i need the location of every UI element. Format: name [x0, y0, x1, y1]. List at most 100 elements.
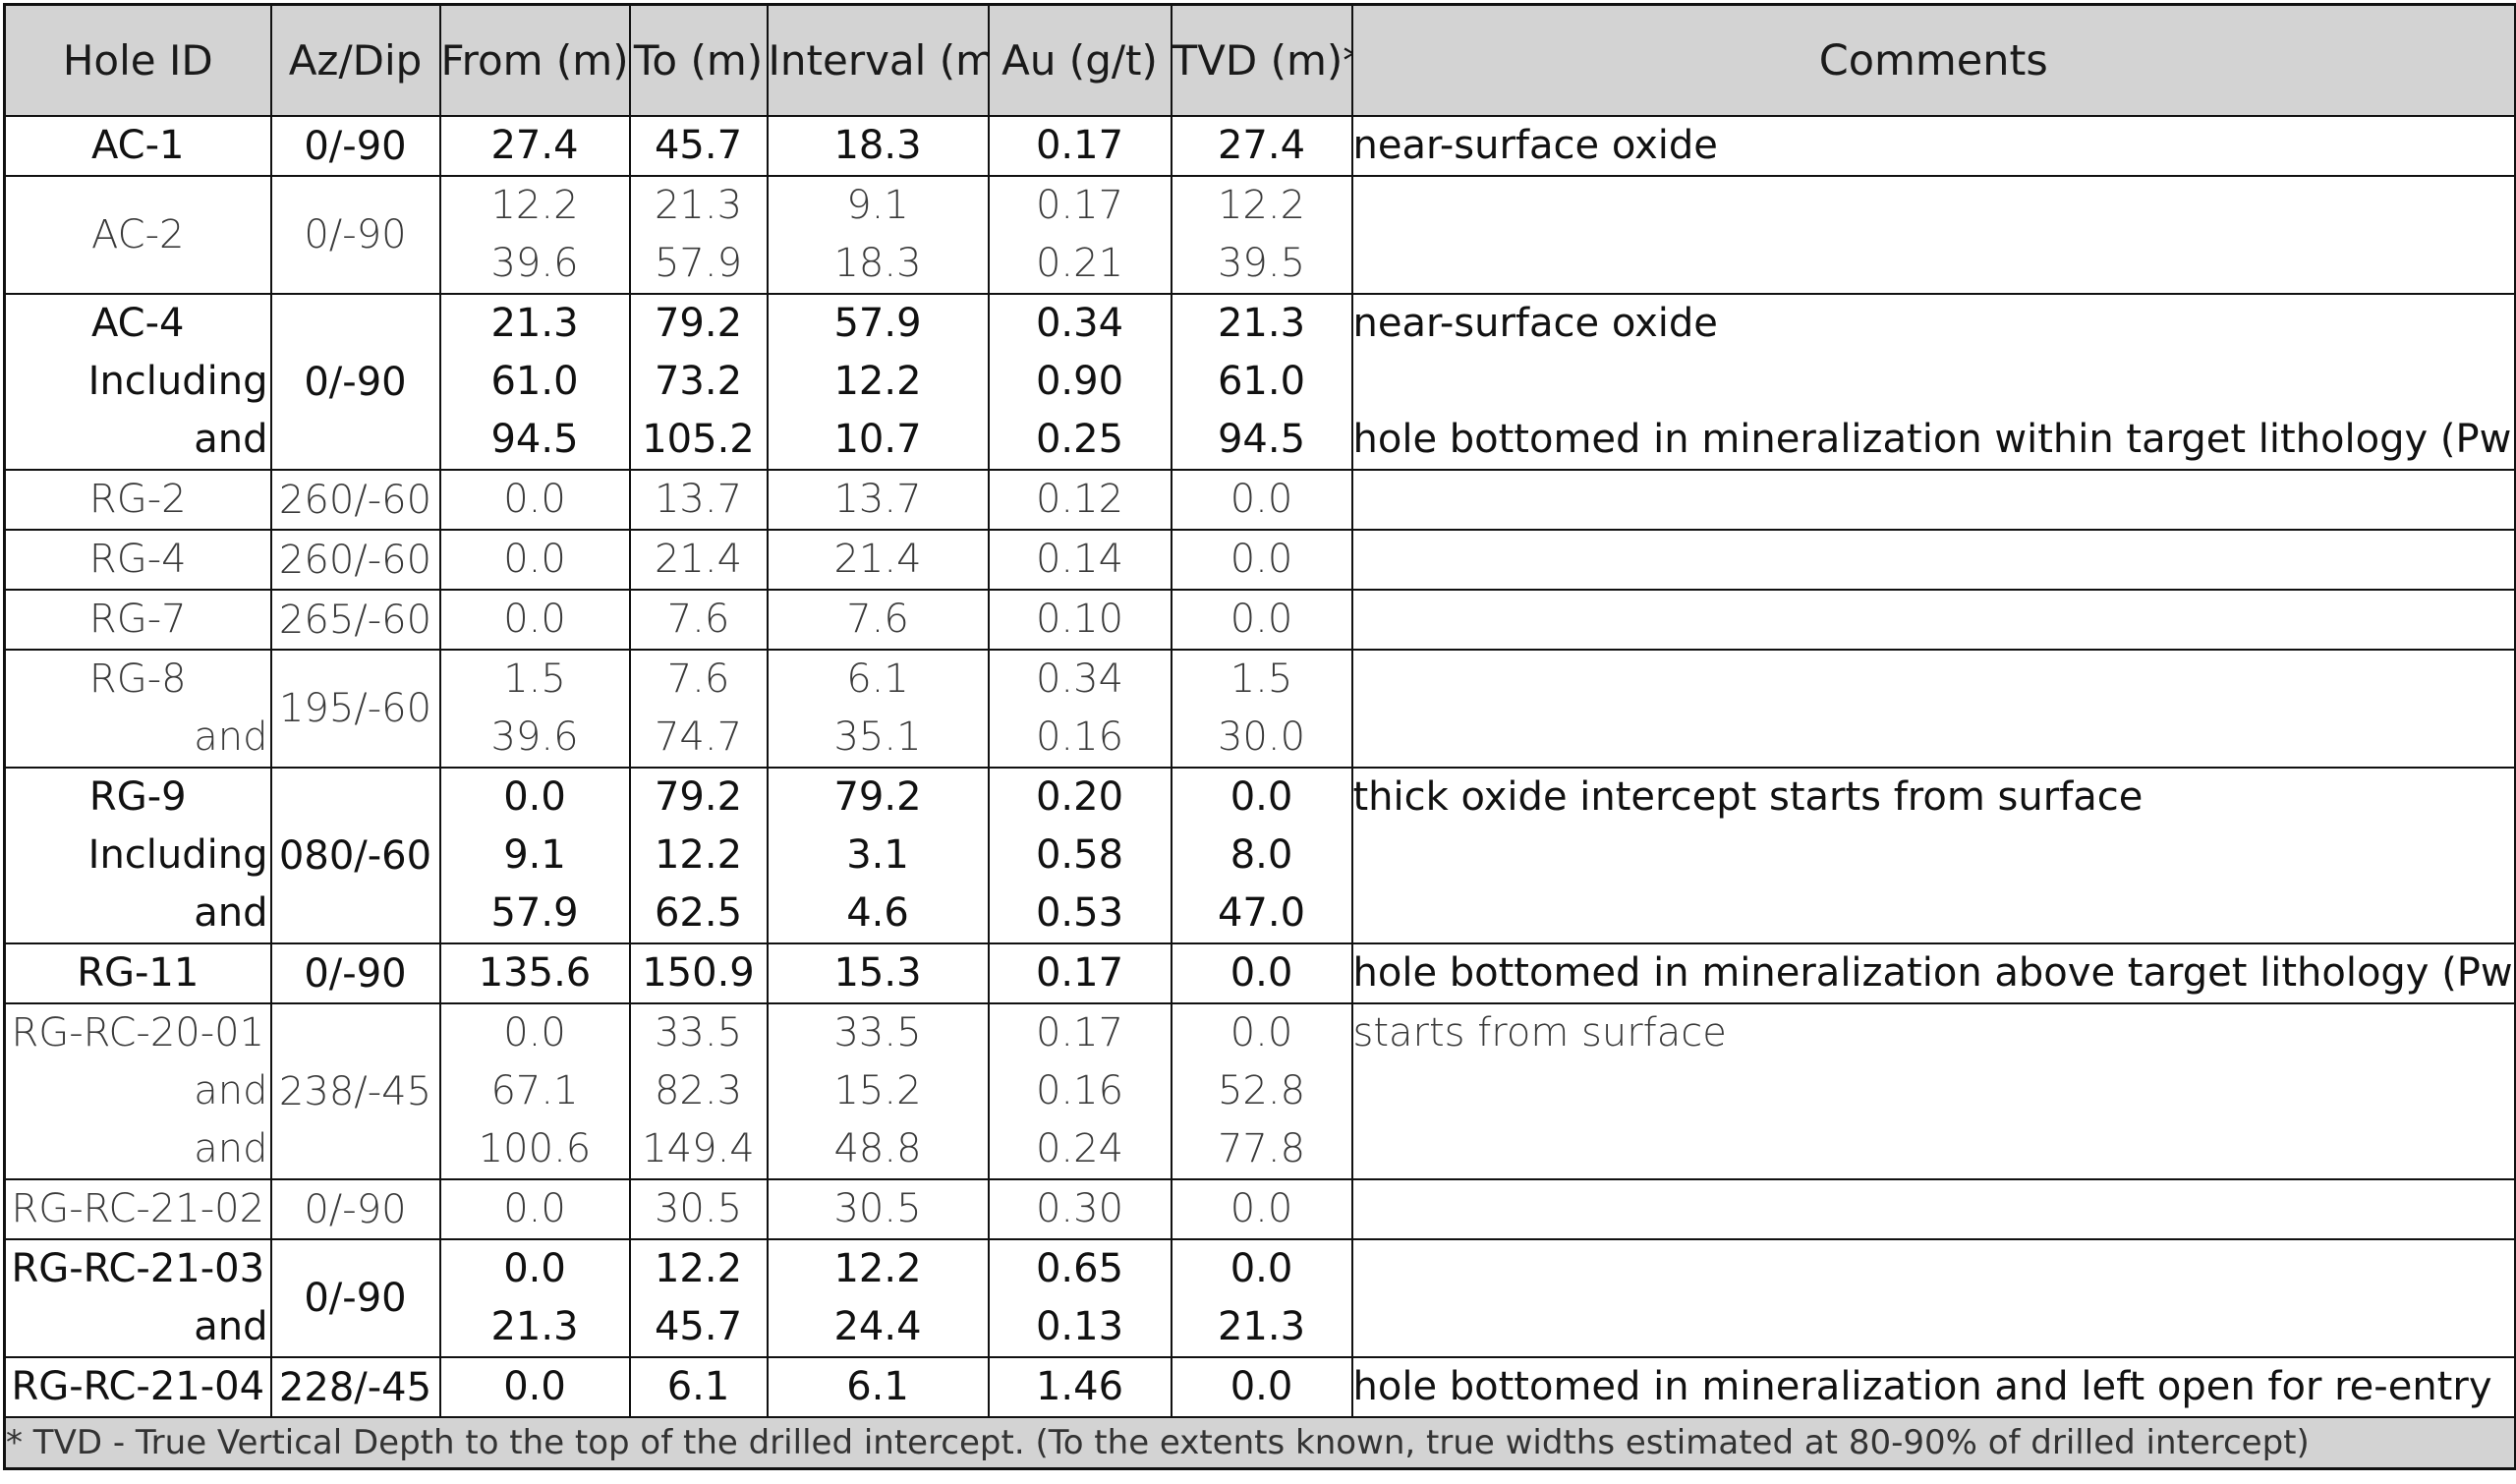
hole-id: RG-RC-21-04	[11, 1364, 265, 1409]
from-cell: 21.3 61.0 94.5	[438, 293, 631, 471]
tvd-cell: 0.0 21.3	[1170, 1238, 1353, 1358]
tvd-cell: 0.0	[1170, 469, 1353, 531]
au-value: 0.58	[1035, 832, 1124, 878]
az-dip-cell: 195/-60	[269, 649, 441, 769]
comment-text: near-surface oxide	[1352, 123, 1718, 168]
sub-interval-label: Including	[87, 832, 268, 878]
interval-value: 3.1	[846, 832, 909, 878]
interval-cell: 12.2 24.4	[766, 1238, 990, 1358]
hole-id: AC-4	[91, 301, 185, 346]
to-cell: 13.7	[628, 469, 769, 531]
az-dip-cell: 260/-60	[269, 529, 441, 591]
header-comments: Comments	[1350, 3, 2516, 117]
to-value: 12.2	[654, 832, 743, 878]
to-value: 150.9	[642, 950, 755, 996]
from-value: 100.6	[478, 1126, 592, 1171]
to-cell: 21.3 57.9	[628, 175, 769, 295]
tvd-value: 47.0	[1217, 890, 1306, 936]
hole-id: RG-RC-21-03	[11, 1246, 265, 1291]
to-value: 45.7	[654, 123, 743, 168]
from-value: 0.0	[503, 597, 566, 642]
interval-value: 15.2	[833, 1068, 922, 1113]
az-dip-cell: 228/-45	[269, 1356, 441, 1418]
az-dip-cell: 080/-60	[269, 767, 441, 944]
from-cell: 27.4	[438, 115, 631, 177]
hole-id-cell: AC-2	[3, 175, 272, 295]
tvd-cell: 0.0 52.8 77.8	[1170, 1002, 1353, 1180]
au-cell: 0.17 0.21	[987, 175, 1172, 295]
tvd-cell: 0.0	[1170, 1356, 1353, 1418]
interval-cell: 9.1 18.3	[766, 175, 990, 295]
comment-text	[1354, 472, 2514, 528]
au-value: 0.21	[1035, 241, 1124, 286]
comment-text	[1354, 532, 2514, 588]
from-cell: 0.0	[438, 529, 631, 591]
au-value: 0.34	[1035, 301, 1124, 346]
comment-text	[1354, 709, 2514, 766]
au-cell: 0.65 0.13	[987, 1238, 1172, 1358]
interval-value: 35.1	[833, 714, 922, 760]
hole-id: RG-11	[77, 950, 200, 996]
from-value: 67.1	[490, 1068, 579, 1113]
to-cell: 6.1	[628, 1356, 769, 1418]
hole-id: RG-RC-21-02	[11, 1186, 265, 1231]
az-dip-cell: 0/-90	[269, 115, 441, 177]
tvd-value: 94.5	[1217, 417, 1306, 462]
table-row: RG-7 265/-60 0.0 7.6 7.6 0.10 0.0	[3, 589, 2516, 651]
comments-cell: near-surface oxide hole bottomed in miner…	[1350, 293, 2516, 471]
au-cell: 0.34 0.90 0.25	[987, 293, 1172, 471]
au-cell: 1.46	[987, 1356, 1172, 1418]
au-value: 0.65	[1035, 1246, 1124, 1291]
from-value: 39.6	[490, 241, 579, 286]
from-value: 0.0	[503, 1186, 566, 1231]
comment-text: thick oxide intercept starts from surfac…	[1352, 774, 2144, 820]
hole-id-cell: AC-1	[3, 115, 272, 177]
tvd-value: 8.0	[1229, 832, 1293, 878]
tvd-value: 1.5	[1229, 656, 1293, 702]
from-cell: 1.5 39.6	[438, 649, 631, 769]
au-cell: 0.14	[987, 529, 1172, 591]
to-value: 57.9	[654, 241, 743, 286]
from-value: 0.0	[503, 537, 566, 582]
to-cell: 7.6 74.7	[628, 649, 769, 769]
from-cell: 0.0	[438, 589, 631, 651]
au-cell: 0.12	[987, 469, 1172, 531]
interval-value: 24.4	[833, 1304, 922, 1349]
from-cell: 0.0	[438, 469, 631, 531]
to-cell: 79.2 12.2 62.5	[628, 767, 769, 944]
comment-text	[1354, 1241, 2514, 1298]
tvd-cell: 21.3 61.0 94.5	[1170, 293, 1353, 471]
au-value: 1.46	[1035, 1364, 1124, 1409]
comment-text	[1354, 178, 2514, 235]
table-row: RG-RC-21-02 0/-90 0.0 30.5 30.5 0.30 0.0	[3, 1178, 2516, 1240]
table-row: RG-RC-20-01 and and 238/-45 0.0 67.1 100.6 33.5…	[3, 1002, 2516, 1180]
from-value: 94.5	[490, 417, 579, 462]
interval-value: 21.4	[833, 537, 922, 582]
to-cell: 79.2 73.2 105.2	[628, 293, 769, 471]
hole-id: RG-4	[88, 537, 187, 582]
interval-cell: 79.2 3.1 4.6	[766, 767, 990, 944]
to-value: 6.1	[666, 1364, 730, 1409]
au-value: 0.10	[1035, 597, 1124, 642]
tvd-value: 0.0	[1229, 477, 1293, 522]
au-cell: 0.34 0.16	[987, 649, 1172, 769]
header-tvd: TVD (m)*	[1170, 3, 1353, 117]
to-value: 7.6	[666, 656, 730, 702]
interval-cell: 18.3	[766, 115, 990, 177]
hole-id-cell: RG-RC-20-01 and and	[3, 1002, 272, 1180]
to-cell: 33.5 82.3 149.4	[628, 1002, 769, 1180]
header-hole-id: Hole ID	[3, 3, 272, 117]
tvd-value: 0.0	[1229, 1364, 1293, 1409]
interval-value: 6.1	[846, 656, 909, 702]
comments-cell	[1350, 589, 2516, 651]
tvd-value: 0.0	[1229, 774, 1293, 820]
au-value: 0.17	[1035, 183, 1124, 228]
table-row: RG-9 Including and 080/-60 0.0 9.1 57.9 79.2 12.…	[3, 767, 2516, 944]
tvd-value: 61.0	[1217, 359, 1306, 404]
interval-cell: 6.1	[766, 1356, 990, 1418]
tvd-value: 21.3	[1217, 301, 1306, 346]
to-value: 33.5	[654, 1010, 743, 1056]
interval-value: 7.6	[846, 597, 909, 642]
au-cell: 0.17	[987, 115, 1172, 177]
comments-cell	[1350, 1238, 2516, 1358]
